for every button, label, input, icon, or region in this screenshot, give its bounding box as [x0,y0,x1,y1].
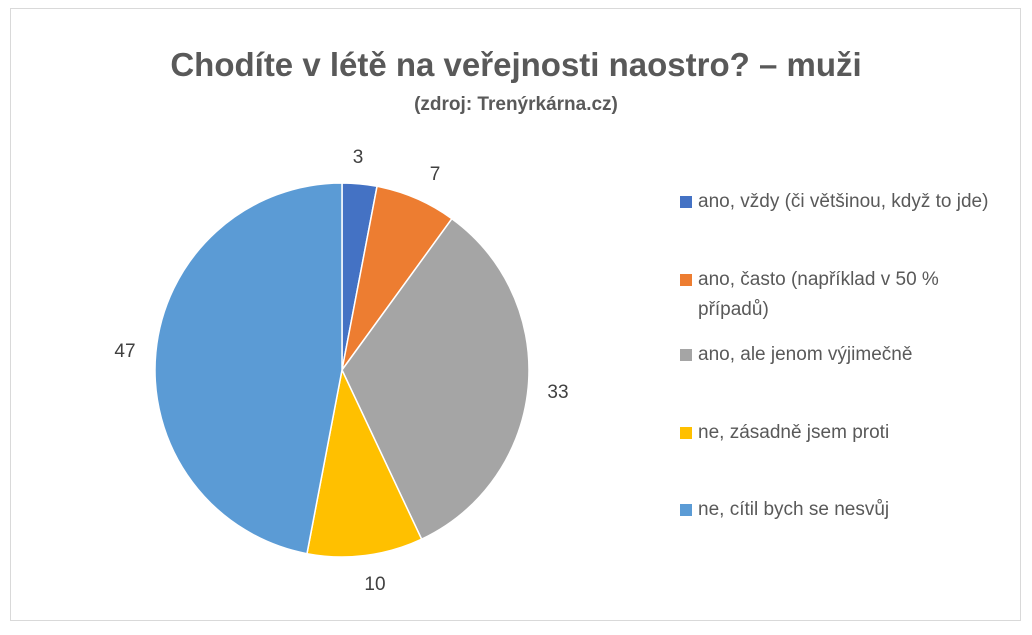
data-label: 33 [547,382,569,403]
legend-label: ne, zásadně jsem proti [698,422,890,443]
chart-subtitle: (zdroj: Trenýrkárna.cz) [414,94,618,115]
legend-swatch [680,349,692,361]
legend-item: ne, cítil bych se nesvůj [680,495,1000,525]
legend-item: ano, často (například v 50 % případů) [680,265,1000,325]
legend-label: ne, cítil bych se nesvůj [698,499,890,520]
legend-swatch [680,274,692,286]
legend-label: ano, často (například v 50 % případů) [698,269,939,320]
legend-label: ano, vždy (či většinou, když to jde) [698,191,989,212]
data-label: 47 [114,341,136,362]
data-label: 10 [364,574,386,595]
legend-item: ne, zásadně jsem proti [680,418,1000,448]
legend-swatch [680,427,692,439]
legend-swatch [680,196,692,208]
chart-area [10,8,1021,621]
data-label: 7 [429,164,441,185]
pie-slice [306,367,423,558]
legend-swatch [680,504,692,516]
legend-item: ano, vždy (či většinou, když to jde) [680,187,1000,217]
data-label: 3 [352,147,364,168]
legend-label: ano, ale jenom výjimečně [698,344,913,365]
pie-slice [154,182,343,555]
legend-item: ano, ale jenom výjimečně [680,340,1000,370]
chart-title: Chodíte v létě na veřejnosti naostro? – … [170,46,862,83]
pie-slice [341,217,530,541]
